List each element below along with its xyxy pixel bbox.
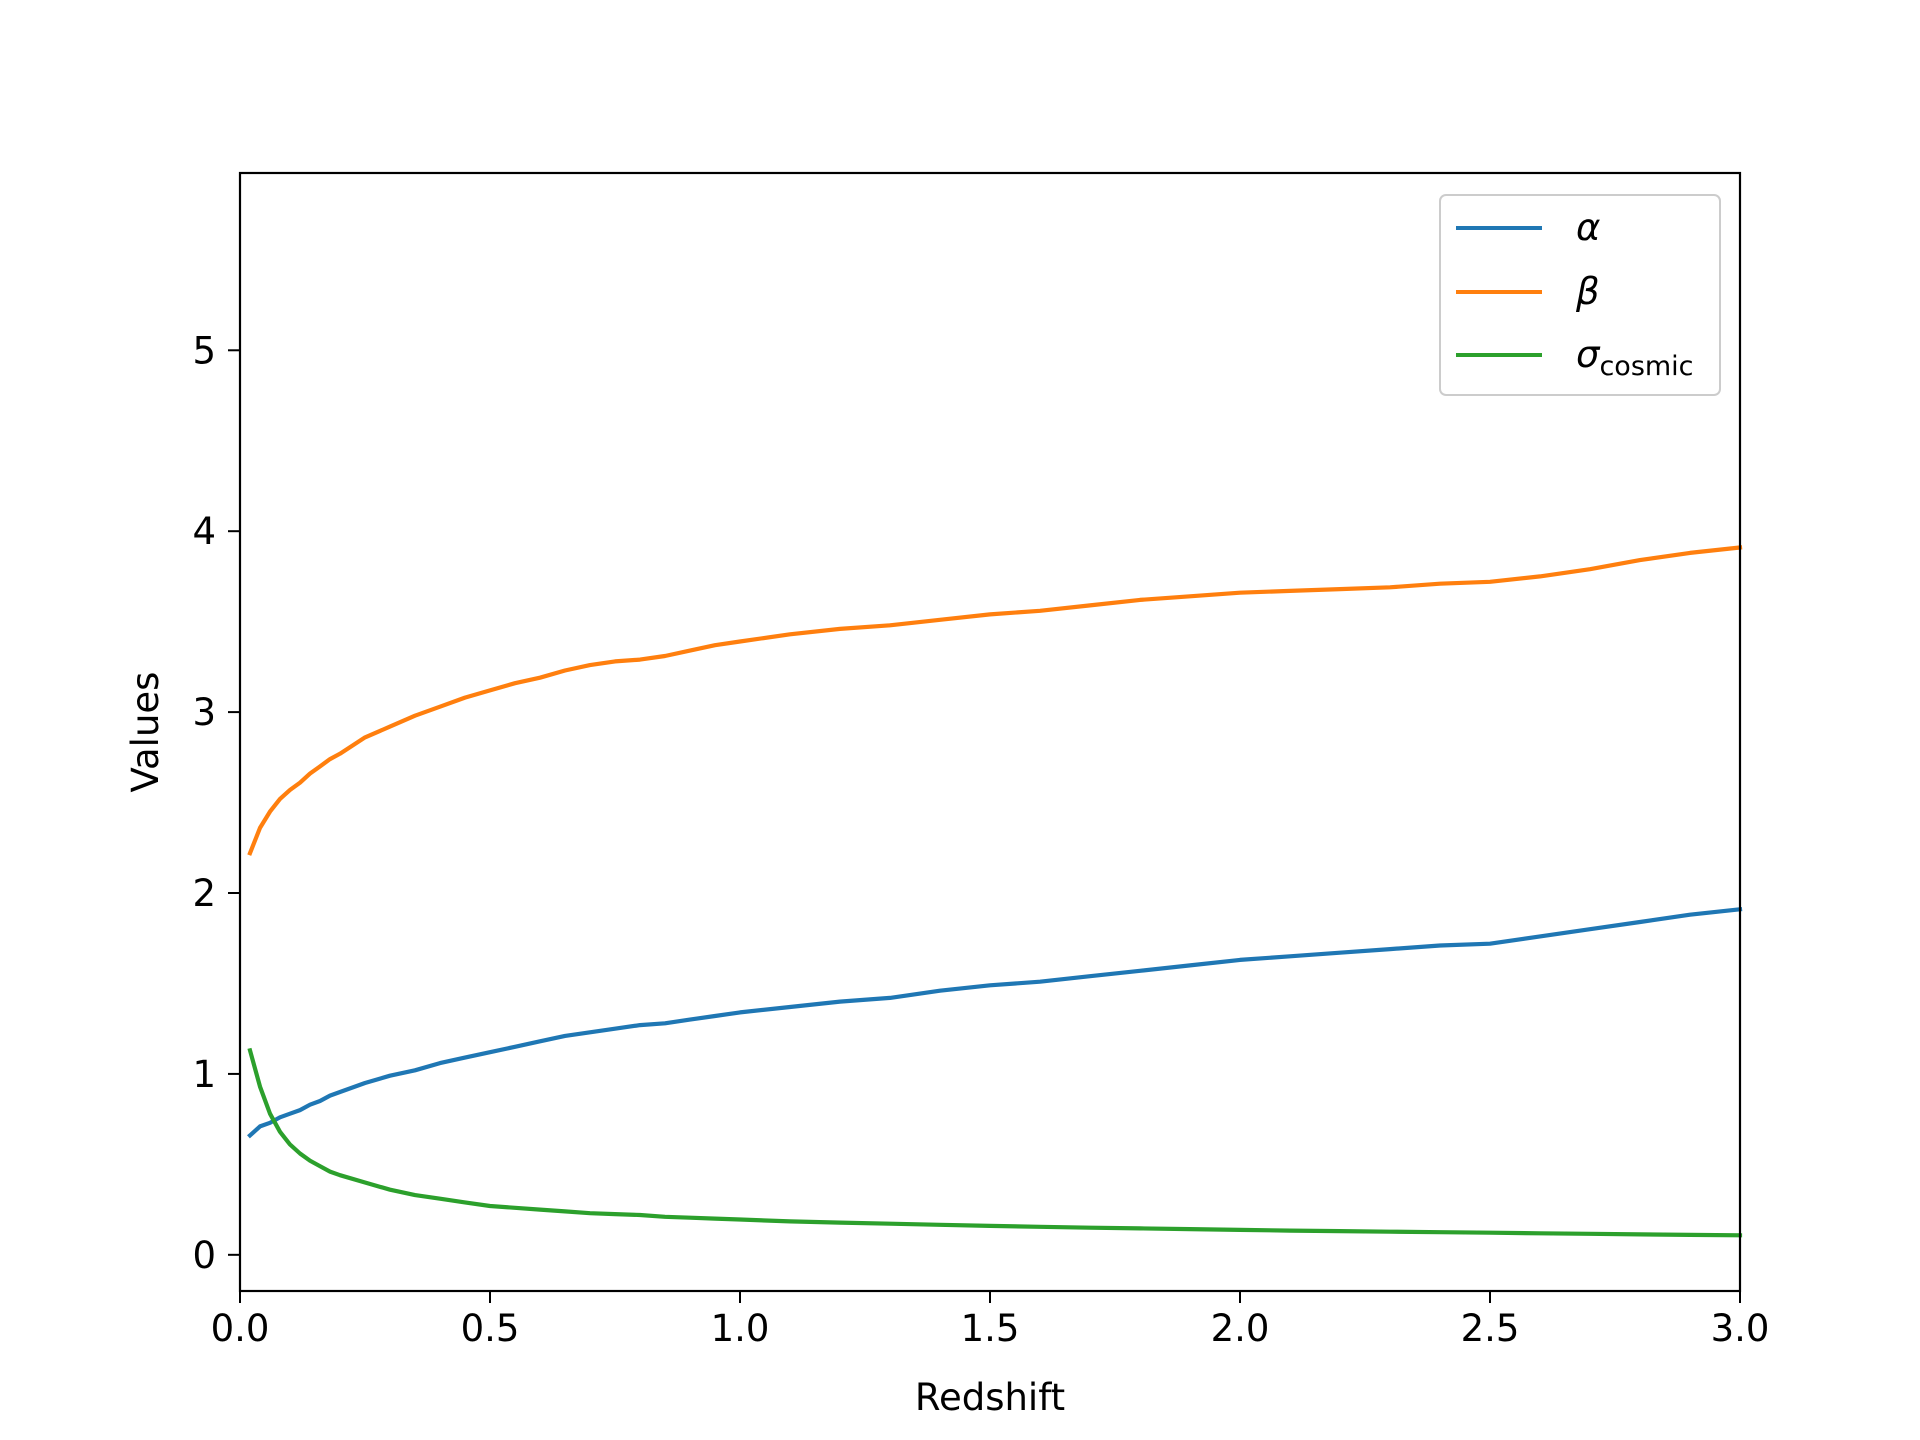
legend-label-sigma-cosmic: σcosmic: [1576, 333, 1694, 382]
y-axis-label: Values: [124, 672, 167, 793]
y-tick-label: 1: [192, 1053, 216, 1096]
series-line-alpha: [247, 906, 1743, 1139]
y-tick-label: 5: [192, 329, 216, 372]
series-layer: [247, 545, 1743, 1238]
x-tick-label: 2.5: [1461, 1307, 1520, 1350]
y-tick-label: 4: [192, 510, 216, 553]
y-tick-label: 3: [192, 691, 216, 734]
series-line-sigma-cosmic: [247, 1047, 1743, 1238]
legend: α β σcosmic: [1439, 194, 1721, 396]
x-tick-label: 2.0: [1211, 1307, 1270, 1350]
series-line-beta: [247, 545, 1743, 856]
x-tick-label: 0.5: [461, 1307, 520, 1350]
x-axis: 0.0 0.5 1.0 1.5 2.0 2.5 3.0: [211, 1291, 1770, 1350]
y-tick-label: 2: [192, 872, 216, 915]
x-tick-label: 0.0: [211, 1307, 270, 1350]
y-axis: 0 1 2 3 4 5: [192, 329, 240, 1277]
x-axis-label: Redshift: [915, 1376, 1065, 1419]
x-tick-label: 3.0: [1711, 1307, 1770, 1350]
legend-frame: [1439, 194, 1721, 396]
x-tick-label: 1.0: [711, 1307, 770, 1350]
y-tick-label: 0: [192, 1234, 216, 1277]
x-tick-label: 1.5: [961, 1307, 1020, 1350]
legend-label-beta: β: [1575, 270, 1600, 313]
legend-label-alpha: α: [1576, 206, 1600, 249]
